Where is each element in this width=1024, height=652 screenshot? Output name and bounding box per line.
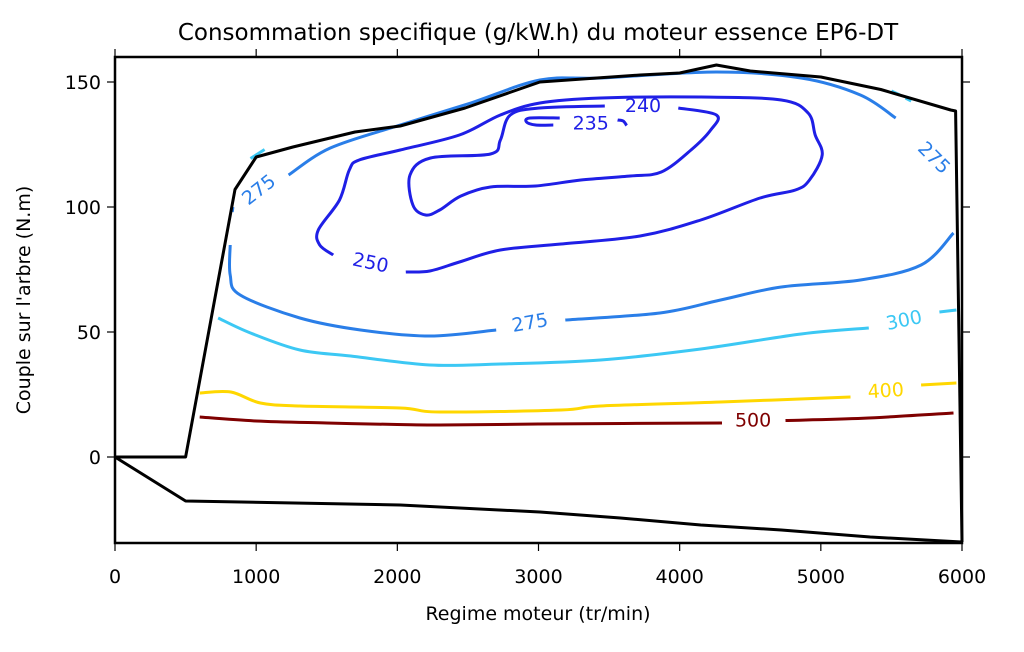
x-tick-label-0: 0 bbox=[109, 566, 121, 588]
x-tick-label-6000: 6000 bbox=[938, 566, 986, 588]
contour-250: 250 bbox=[315, 95, 824, 278]
y-tick-label-150: 150 bbox=[65, 72, 101, 94]
contour-line-500-1 bbox=[785, 411, 954, 422]
x-tick-label-5000: 5000 bbox=[797, 566, 845, 588]
contour-400: 400 bbox=[199, 379, 957, 414]
x-axis-title: Regime moteur (tr/min) bbox=[425, 603, 650, 625]
x-tick-label-1000: 1000 bbox=[232, 566, 280, 588]
contour-label-275-2: 275 bbox=[913, 137, 954, 178]
contour-line-235-0 bbox=[524, 116, 560, 127]
contour-label-500-0: 500 bbox=[735, 410, 771, 432]
x-ticks: 0 1000 2000 3000 4000 5000 6000 bbox=[109, 49, 986, 588]
x-tick-label-2000: 2000 bbox=[373, 566, 421, 588]
y-tick-label-0: 0 bbox=[89, 447, 101, 469]
boundary-layer bbox=[114, 63, 964, 544]
contour-label-400-0: 400 bbox=[867, 379, 905, 403]
full-load-curve bbox=[115, 63, 964, 543]
contour-line-275-1 bbox=[565, 231, 955, 322]
x-tick-label-4000: 4000 bbox=[655, 566, 703, 588]
y-ticks: 0 50 100 150 bbox=[65, 72, 970, 469]
contour-label-240-0: 240 bbox=[625, 95, 661, 117]
contour-line-400-1 bbox=[921, 381, 957, 387]
contour-240: 240 bbox=[407, 95, 720, 217]
y-axis-title: Couple sur l'arbre (N.m) bbox=[13, 186, 35, 415]
y-tick-label-50: 50 bbox=[77, 322, 101, 344]
x-tick-label-3000: 3000 bbox=[514, 566, 562, 588]
contour-line-400-0 bbox=[199, 389, 851, 414]
contour-line-275-0 bbox=[227, 244, 497, 338]
contour-line-240-0 bbox=[407, 104, 720, 217]
contour-line-250-0 bbox=[315, 95, 824, 274]
contour-label-250-0: 250 bbox=[350, 248, 390, 277]
contour-235: 235 bbox=[524, 113, 628, 135]
contour-label-275-0: 275 bbox=[510, 309, 550, 337]
contour-line-300-1 bbox=[939, 308, 957, 314]
contour-line-500-0 bbox=[199, 415, 723, 427]
contour-500: 500 bbox=[199, 410, 954, 432]
contour-line-235-1 bbox=[617, 118, 628, 127]
contour-line-300-0 bbox=[217, 316, 869, 367]
motoring-curve bbox=[114, 455, 963, 544]
contour-label-300-0: 300 bbox=[884, 306, 924, 335]
contour-line-275-2 bbox=[287, 70, 897, 177]
plot-frame bbox=[113, 55, 964, 545]
contour-line-300-2 bbox=[249, 148, 266, 160]
y-tick-label-100: 100 bbox=[65, 197, 101, 219]
contour-label-235-0: 235 bbox=[573, 113, 609, 135]
chart-title: Consommation specifique (g/kW.h) du mote… bbox=[178, 20, 899, 46]
